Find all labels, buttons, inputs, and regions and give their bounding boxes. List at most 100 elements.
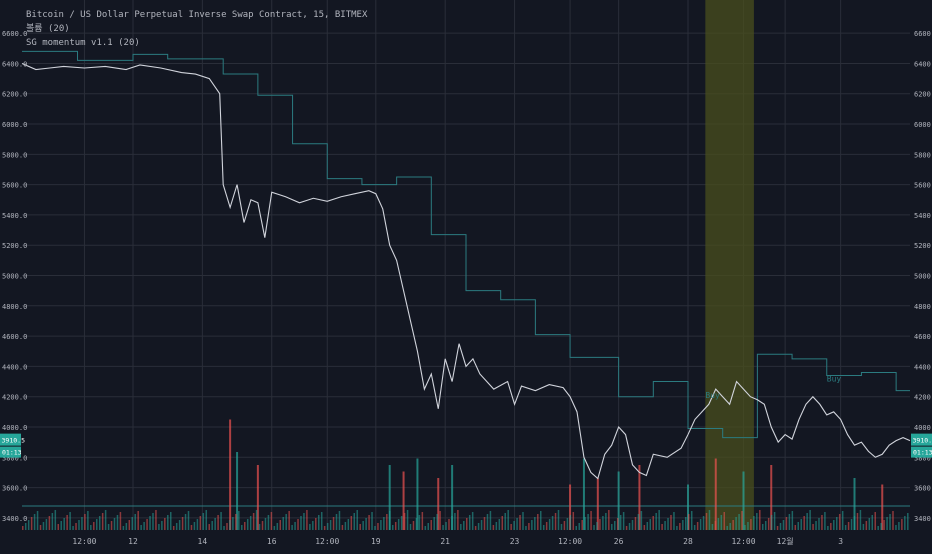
momentum-indicator-label[interactable]: SG momentum v1.1 (20)	[26, 36, 367, 50]
volume-bar	[741, 511, 743, 530]
volume-bar	[555, 513, 557, 530]
volume-bar	[66, 515, 68, 530]
volume-bar	[747, 522, 749, 530]
volume-bar	[593, 525, 595, 530]
volume-layer	[22, 420, 910, 531]
volume-bar	[877, 526, 879, 530]
volume-bar	[652, 516, 654, 530]
chart-legend: Bitcoin / US Dollar Perpetual Inverse Sw…	[26, 8, 367, 50]
volume-bar	[229, 520, 231, 530]
volume-bar	[507, 510, 509, 530]
highlight-band-layer	[705, 0, 754, 530]
price-tick-left: 3600.0	[2, 485, 27, 493]
price-tick-left: 3400.0	[2, 515, 27, 523]
volume-bar	[531, 520, 533, 530]
volume-bar	[457, 510, 459, 530]
volume-bar	[845, 525, 847, 530]
price-tick-right: 6000.0	[914, 121, 932, 129]
volume-bar	[883, 520, 885, 530]
volume-bar	[425, 526, 427, 530]
volume-bar	[46, 519, 48, 530]
volume-bar	[806, 513, 808, 530]
volume-bar	[839, 514, 841, 530]
volume-bar	[416, 518, 418, 530]
volume-bar	[288, 511, 290, 530]
volume-bar	[176, 523, 178, 530]
volume-indicator-label[interactable]: 볼륨 (20)	[26, 22, 367, 36]
volume-bar	[395, 522, 397, 530]
volume-bar	[419, 515, 421, 530]
volume-bar	[860, 510, 862, 530]
volume-bar	[203, 513, 205, 530]
volume-bar	[105, 510, 107, 530]
volume-bar	[679, 523, 681, 530]
volume-bar	[336, 514, 338, 530]
volume-bar	[824, 512, 826, 530]
time-tick-label: 19	[371, 537, 381, 546]
volume-bar	[750, 519, 752, 530]
volume-bar	[359, 524, 361, 530]
volume-bar	[578, 523, 580, 530]
volume-bar	[324, 526, 326, 530]
volume-bar	[208, 524, 210, 530]
volume-bar	[368, 515, 370, 530]
volume-bar	[694, 525, 696, 530]
volume-bar	[167, 515, 169, 530]
volume-bar	[833, 520, 835, 530]
volume-bar	[638, 514, 640, 530]
volume-bar	[472, 512, 474, 530]
volume-bar	[540, 511, 542, 530]
volume-bar	[898, 522, 900, 530]
volume-bar	[762, 524, 764, 530]
volume-bar	[404, 513, 406, 530]
volume-bar	[650, 519, 652, 530]
volume-bar	[534, 517, 536, 530]
volume-bar	[428, 523, 430, 530]
volume-bar	[31, 517, 32, 530]
volume-bar	[339, 511, 341, 530]
volume-bar	[439, 511, 441, 530]
volume-bar	[516, 518, 518, 530]
volume-bar	[759, 510, 761, 530]
volume-bar	[327, 523, 329, 530]
time-tick-label: 3	[838, 537, 843, 546]
volume-bar	[448, 519, 450, 530]
time-tick-label: 26	[614, 537, 624, 546]
volume-bar	[220, 512, 222, 530]
volume-bar	[623, 512, 625, 530]
symbol-title[interactable]: Bitcoin / US Dollar Perpetual Inverse Sw…	[26, 8, 367, 22]
volume-bar	[265, 518, 267, 530]
volume-bar	[282, 517, 284, 530]
volume-bar	[738, 514, 740, 530]
volume-bar	[573, 512, 575, 530]
volume-bar	[78, 520, 80, 530]
volume-bar	[300, 516, 302, 530]
volume-bar	[528, 523, 530, 530]
volume-bar	[410, 524, 412, 530]
volume-bar	[191, 525, 193, 530]
volume-bar	[87, 511, 89, 530]
volume-bar	[726, 526, 728, 530]
volume-bar	[81, 517, 83, 530]
volume-bar	[608, 510, 610, 530]
volume-bar	[37, 511, 39, 530]
volume-bar	[152, 513, 154, 530]
price-tick-right: 5000.0	[914, 273, 932, 281]
volume-bar	[90, 525, 92, 530]
volume-bar	[422, 512, 424, 530]
volume-bar	[688, 514, 690, 530]
volume-bar	[712, 524, 714, 530]
volume-bar	[330, 520, 332, 530]
volume-bar	[469, 515, 471, 530]
volume-bar	[753, 516, 755, 530]
current-price-text-right: 3910.5	[913, 437, 932, 445]
volume-bar	[496, 522, 498, 530]
volume-bar	[22, 526, 24, 530]
time-tick-label: 12	[128, 537, 138, 546]
volume-bar	[223, 526, 225, 530]
volume-bar	[504, 513, 506, 530]
volume-bar	[673, 512, 675, 530]
